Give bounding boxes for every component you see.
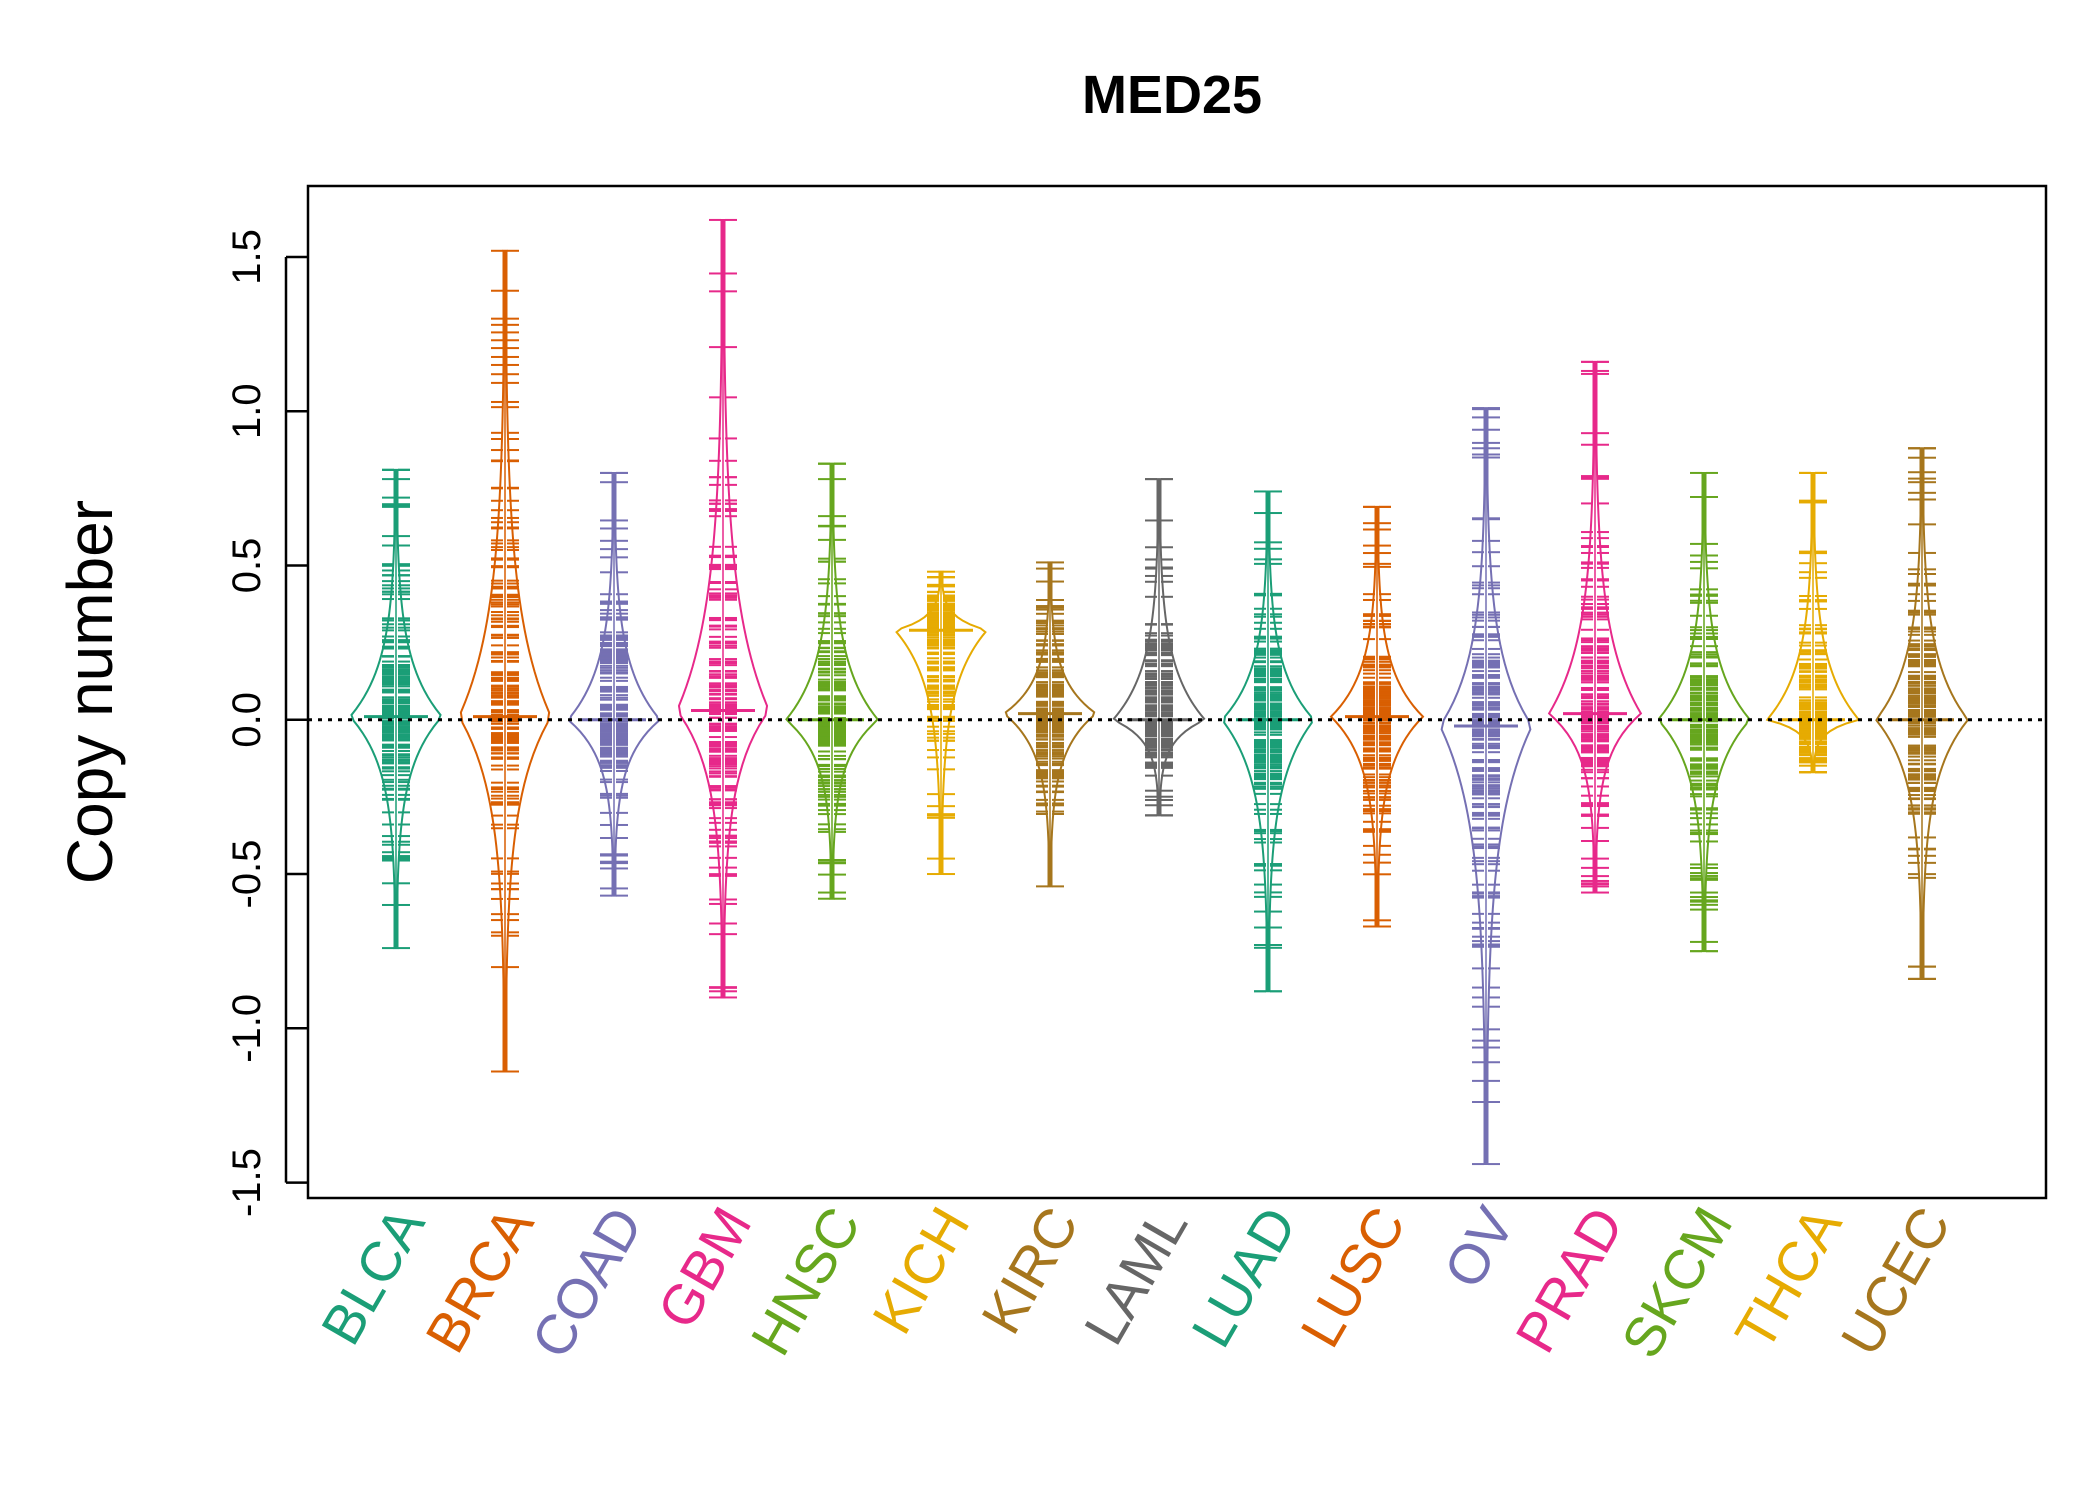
y-tick-label: -0.5 [225,840,269,909]
x-tick-label: SKCM [1609,1197,1744,1369]
chart-title: MED25 [1082,65,1262,125]
bean-KICH [895,570,987,876]
bean-density-outline [1440,407,1532,1166]
x-tick-label: LUSC [1288,1197,1417,1358]
y-axis: -1.5 -1.0 -0.5 0.0 0.5 1.0 1.5 [225,229,308,1217]
bean-density-outline [568,471,660,897]
bean-density-outline [1547,360,1643,894]
bean-PRAD [1547,360,1643,894]
y-tick-label: 0.5 [225,538,269,594]
plot-frame [306,184,2048,1200]
bean-density-outline [677,218,769,999]
x-tick-label: GBM [645,1197,763,1339]
x-tick-label: HNSC [738,1197,872,1366]
x-tick-label: OV [1431,1196,1526,1298]
bean-BRCA [459,249,551,1073]
bean-LAML [1112,478,1206,817]
bean-GBM [677,218,769,999]
x-tick-label: COAD [519,1197,654,1369]
beans-group [350,218,1969,1166]
bean-OV [1440,407,1532,1166]
x-tick-label: KICH [860,1197,981,1344]
y-axis-label: Copy number [54,500,126,884]
bean-density-outline [895,570,987,876]
y-tick-label: 1.0 [225,383,269,439]
y-tick-label: 1.5 [225,229,269,285]
y-tick-label: 0.0 [225,692,269,748]
bean-SKCM [1658,471,1750,953]
bean-THCA [1765,471,1861,774]
y-tick-label: -1.5 [225,1148,269,1217]
bean-density-outline [1112,478,1206,817]
bean-HNSC [785,462,879,900]
bean-density-outline [459,249,551,1073]
bean-density-outline [1223,490,1313,993]
bean-COAD [568,471,660,897]
bean-LUAD [1223,490,1313,993]
x-tick-label: UCEC [1828,1197,1962,1366]
bean-density-outline [1765,471,1861,774]
x-tick-label: LUAD [1179,1197,1308,1358]
bean-UCEC [1875,447,1969,980]
bean-BLCA [350,468,442,950]
x-tick-label: LAML [1072,1197,1200,1355]
y-tick-label: -1.0 [225,994,269,1063]
bean-density-outline [785,462,879,900]
bean-KIRC [1004,561,1096,888]
bean-LUSC [1329,505,1425,928]
